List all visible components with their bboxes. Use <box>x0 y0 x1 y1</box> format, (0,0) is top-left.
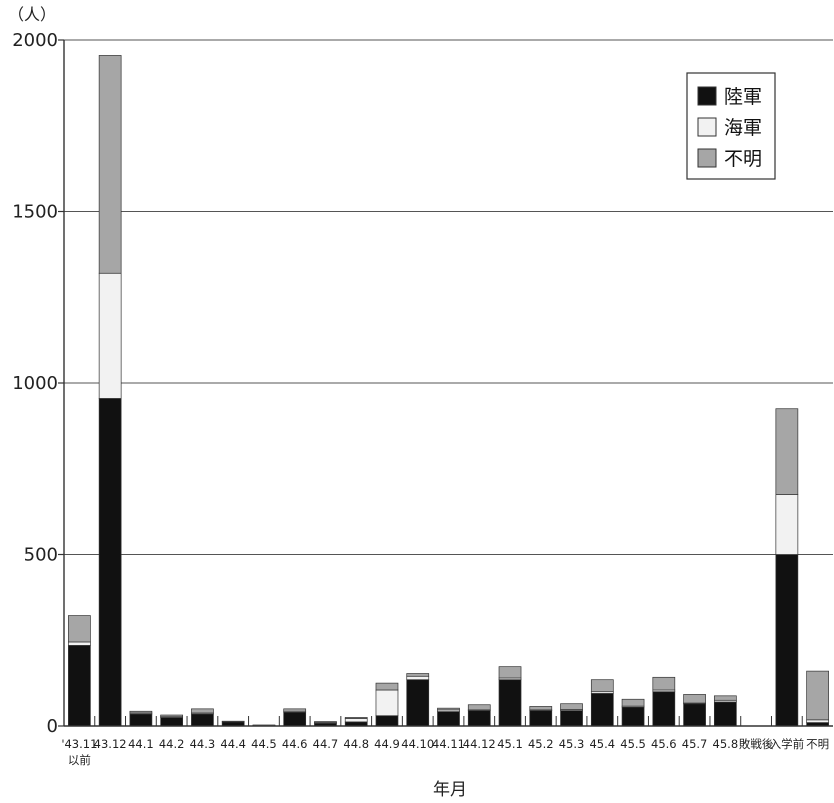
x-tick-label-9-0: 44.8 <box>343 737 369 751</box>
x-tick-label-16-0: 45.3 <box>559 737 585 751</box>
bar-3-不明 <box>160 714 184 718</box>
bar-7-陸軍 <box>283 711 307 727</box>
bar-10-陸軍 <box>375 715 399 727</box>
bar-19-不明 <box>652 676 676 691</box>
bar-3-陸軍 <box>160 717 184 727</box>
y-tick-label-0: 0 <box>47 716 58 737</box>
bar-12-不明 <box>437 707 460 711</box>
x-tick-label-14-0: 45.1 <box>497 737 523 751</box>
legend-label-陸軍: 陸軍 <box>724 86 762 108</box>
legend-label-海軍: 海軍 <box>724 117 762 139</box>
x-tick-label-12-0: 44.11 <box>432 737 465 751</box>
grid-lines <box>64 39 833 555</box>
x-tick-label-10-0: 44.9 <box>374 737 400 751</box>
x-tick-label-19-0: 45.6 <box>651 737 677 751</box>
bar-12-陸軍 <box>437 711 460 727</box>
bar-11-海軍 <box>406 675 430 681</box>
bar-17-陸軍 <box>590 693 614 727</box>
x-tick-label-4-0: 44.3 <box>190 737 216 751</box>
bar-18-不明 <box>621 698 645 707</box>
bar-15-不明 <box>529 706 553 711</box>
bar-5-不明 <box>221 720 245 723</box>
x-tick-label-8-0: 44.7 <box>313 737 339 751</box>
x-tick-label-0-1: 以前 <box>68 753 91 767</box>
bar-9-海軍 <box>344 718 368 723</box>
x-tick-label-7-0: 44.6 <box>282 737 308 751</box>
x-tick-label-11-0: 44.10 <box>401 737 434 751</box>
x-tick-label-17-0: 45.4 <box>589 737 615 751</box>
bar-9-不明 <box>344 717 368 719</box>
x-tick-label-20-0: 45.7 <box>682 737 708 751</box>
bar-2-陸軍 <box>129 713 153 727</box>
bar-13-陸軍 <box>467 710 491 727</box>
legend-swatch-不明 <box>697 148 717 168</box>
bars <box>68 55 829 727</box>
y-tick-label-1000: 1000 <box>12 373 58 394</box>
bar-23-海軍 <box>775 494 799 555</box>
x-tick-label-5-0: 44.4 <box>220 737 246 751</box>
bar-23-陸軍 <box>775 554 799 727</box>
bar-4-陸軍 <box>191 713 214 727</box>
y-tick-label-2000: 2000 <box>12 30 58 51</box>
x-tick-label-6-0: 44.5 <box>251 737 277 751</box>
x-tick-label-22-0: 敗戦後 <box>739 737 774 751</box>
bar-13-不明 <box>467 704 491 711</box>
bar-1-海軍 <box>98 272 122 399</box>
x-tick-label-0-0: '43.11 <box>61 737 97 751</box>
y-tick-label-1500: 1500 <box>12 202 58 223</box>
bar-7-不明 <box>283 708 307 712</box>
bar-21-陸軍 <box>713 701 737 727</box>
legend-label-不明: 不明 <box>724 148 762 170</box>
bar-2-不明 <box>129 710 153 714</box>
bar-24-海軍 <box>806 719 829 723</box>
x-tick-label-2-0: 44.1 <box>128 737 154 751</box>
bar-4-不明 <box>191 708 214 714</box>
x-tick-label-13-0: 44.12 <box>463 737 496 751</box>
bar-23-不明 <box>775 408 799 495</box>
x-tick-label-3-0: 44.2 <box>159 737 185 751</box>
y-unit-label: （人） <box>8 5 56 24</box>
bar-16-不明 <box>560 703 583 710</box>
bar-1-不明 <box>98 55 122 274</box>
bar-0-陸軍 <box>68 645 91 727</box>
bar-0-不明 <box>68 615 91 643</box>
legend-swatch-海軍 <box>697 117 717 137</box>
bar-10-不明 <box>375 682 399 691</box>
x-tick-label-21-0: 45.8 <box>713 737 739 751</box>
bar-0-海軍 <box>68 641 91 646</box>
bar-11-陸軍 <box>406 679 430 727</box>
x-tick-label-1-0: 43.12 <box>94 737 127 751</box>
bar-11-不明 <box>406 673 430 677</box>
bar-8-不明 <box>314 721 337 723</box>
x-tick-label-18-0: 45.5 <box>620 737 646 751</box>
x-tick-label-23-0: 入学前 <box>770 737 805 751</box>
bar-14-不明 <box>498 666 522 679</box>
y-tick-label-500: 500 <box>24 545 58 566</box>
bar-20-不明 <box>683 694 706 704</box>
y-ticks: 0 500 1000 1500 2000 <box>12 30 64 737</box>
bar-19-陸軍 <box>652 691 676 727</box>
bar-16-陸軍 <box>560 710 583 727</box>
bar-1-陸軍 <box>98 398 122 727</box>
x-axis-label: 年月 <box>433 780 467 800</box>
bar-14-陸軍 <box>498 679 522 727</box>
bar-21-不明 <box>713 695 737 701</box>
bar-10-海軍 <box>375 689 399 717</box>
bar-20-陸軍 <box>683 703 706 727</box>
bar-24-不明 <box>806 670 829 721</box>
x-tick-label-15-0: 45.2 <box>528 737 554 751</box>
bar-15-陸軍 <box>529 710 553 727</box>
legend-swatch-陸軍 <box>697 86 717 106</box>
bar-17-不明 <box>590 679 614 693</box>
bar-18-陸軍 <box>621 706 645 727</box>
x-tick-label-24-0: 不明 <box>806 737 829 751</box>
